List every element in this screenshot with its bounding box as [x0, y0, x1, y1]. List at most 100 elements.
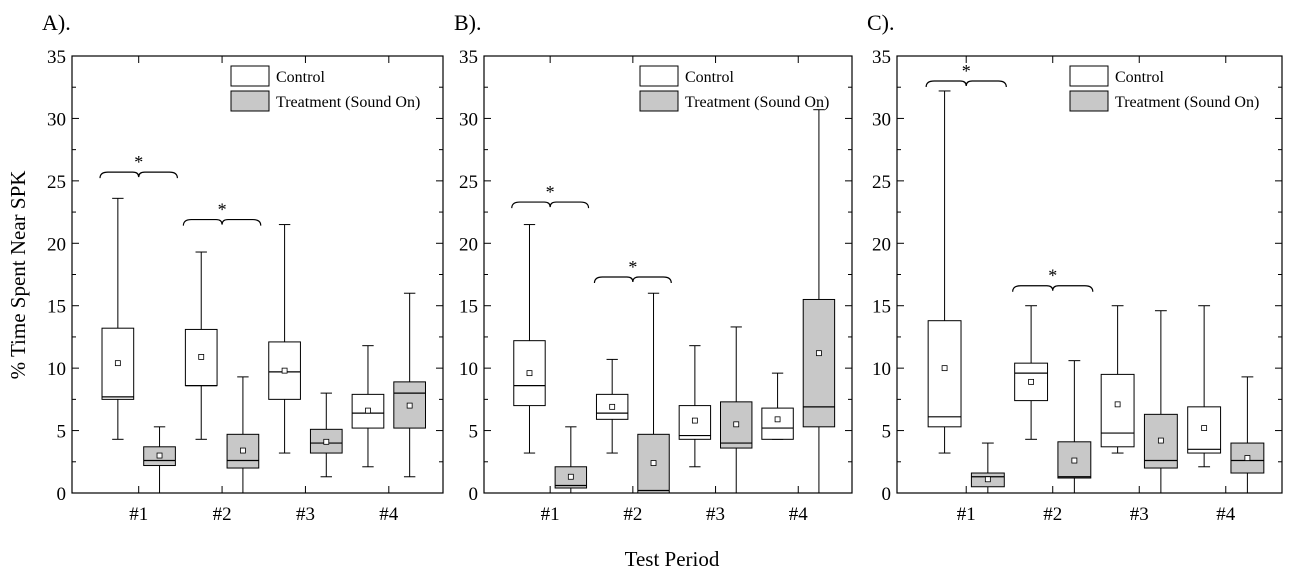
mean-marker	[691, 417, 698, 424]
significance-brace	[1012, 285, 1094, 292]
mean-marker	[365, 407, 371, 414]
significance-star: *	[546, 182, 555, 202]
panel-label: A).	[42, 10, 71, 35]
y-tick-label: 25	[872, 172, 891, 193]
significance-brace	[182, 218, 262, 226]
box-control-2	[1014, 305, 1049, 440]
mean-marker	[941, 365, 948, 372]
box-control-1	[927, 90, 962, 454]
box-treatment-4	[802, 109, 836, 494]
box-control-3	[268, 224, 301, 454]
significance-brace	[99, 171, 178, 179]
mean-marker	[1071, 457, 1078, 464]
y-tick-label: 0	[469, 484, 479, 505]
box-treatment-2	[226, 376, 260, 494]
y-tick-label: 35	[872, 47, 891, 68]
y-tick-label: 30	[459, 109, 478, 130]
legend-label-control: Control	[1115, 69, 1164, 86]
box-treatment-1	[143, 426, 176, 494]
box-iqr	[802, 298, 836, 428]
box-control-4	[761, 372, 794, 440]
panel-label: C).	[867, 10, 895, 35]
x-tick-label: #4	[789, 504, 809, 525]
box-treatment-3	[1143, 310, 1178, 494]
legend-swatch-treatment	[230, 90, 270, 112]
y-tick-label: 10	[872, 359, 891, 380]
mean-marker	[240, 447, 246, 454]
box-treatment-2	[1057, 360, 1092, 494]
box-iqr	[761, 407, 794, 440]
mean-marker	[526, 370, 533, 377]
x-tick-label: #2	[623, 504, 642, 525]
y-tick-label: 15	[47, 297, 66, 318]
y-tick-label: 5	[57, 422, 67, 443]
y-tick-label: 30	[47, 109, 66, 130]
x-tick-label: #4	[1216, 504, 1236, 525]
significance-star: *	[628, 257, 637, 277]
y-tick-label: 0	[882, 484, 892, 505]
x-tick-label: #1	[541, 504, 560, 525]
y-tick-label: 20	[47, 234, 66, 255]
box-control-1	[101, 197, 135, 440]
legend-swatch-treatment	[1069, 90, 1109, 112]
box-control-2	[184, 251, 218, 440]
box-treatment-1	[554, 426, 588, 494]
box-control-2	[595, 358, 629, 454]
mean-marker	[406, 402, 413, 409]
significance-star: *	[962, 61, 971, 81]
chart-panel-2: B). 0 5 10 15 20 25 30 35 #1 #2 #3 #4 * * Control Treatm…	[454, 10, 853, 525]
y-tick-label: 5	[469, 422, 479, 443]
mean-marker	[1201, 425, 1208, 431]
plot-frame	[71, 55, 444, 494]
legend-label-control: Control	[276, 69, 325, 86]
y-tick-label: 0	[57, 484, 67, 505]
y-tick-label: 15	[459, 297, 478, 318]
mean-marker	[609, 403, 616, 410]
y-tick-label: 25	[459, 172, 478, 193]
chart-panels: A). 0 5 10 15 20 25 30 35 #1 #2 #3 #4 * * Control Treatm…	[42, 10, 1283, 525]
plot-frame	[896, 55, 1283, 494]
mean-marker	[156, 452, 163, 459]
y-tick-label: 10	[47, 359, 66, 380]
legend-swatch-treatment	[639, 90, 679, 112]
legend-swatch-control	[1069, 65, 1109, 87]
box-control-3	[678, 345, 712, 468]
box-treatment-3	[309, 392, 343, 478]
significance-brace	[593, 276, 672, 284]
mean-marker	[114, 360, 121, 367]
x-tick-label: #3	[1130, 504, 1149, 525]
box-treatment-2	[637, 292, 670, 494]
legend-swatch-control	[230, 65, 270, 87]
box-control-4	[1187, 305, 1222, 468]
box-control-4	[351, 345, 385, 468]
y-tick-label: 10	[459, 359, 478, 380]
legend-label-treatment: Treatment (Sound On)	[685, 94, 829, 111]
y-tick-label: 5	[882, 422, 892, 443]
chart-panel-3: C). 0 5 10 15 20 25 30 35 #1 #2 #3 #4 * * Control Treatm…	[867, 10, 1283, 525]
box-treatment-4	[1230, 376, 1265, 494]
x-tick-label: #3	[706, 504, 725, 525]
significance-brace	[925, 80, 1007, 88]
mean-marker	[1244, 455, 1251, 461]
mean-marker	[650, 460, 657, 466]
legend: Control Treatment (Sound On)	[230, 65, 420, 112]
x-tick-label: #2	[1043, 504, 1062, 525]
chart-panel-1: A). 0 5 10 15 20 25 30 35 #1 #2 #3 #4 * * Control Treatm…	[42, 10, 444, 525]
mean-marker	[281, 367, 288, 374]
y-axis-label: % Time Spent Near SPK	[6, 171, 30, 380]
mean-marker	[198, 354, 205, 360]
x-tick-label: #2	[213, 504, 232, 525]
mean-marker	[323, 438, 330, 445]
box-control-3	[1100, 305, 1135, 454]
plot-frame	[483, 55, 853, 494]
significance-star: *	[134, 152, 143, 172]
legend-label-control: Control	[685, 69, 734, 86]
x-tick-label: #3	[296, 504, 315, 525]
box-treatment-4	[393, 292, 426, 478]
box-treatment-1	[970, 442, 1005, 494]
legend-swatch-control	[639, 65, 679, 87]
box-iqr	[268, 341, 301, 400]
mean-marker	[567, 473, 574, 480]
y-tick-label: 25	[47, 172, 66, 193]
